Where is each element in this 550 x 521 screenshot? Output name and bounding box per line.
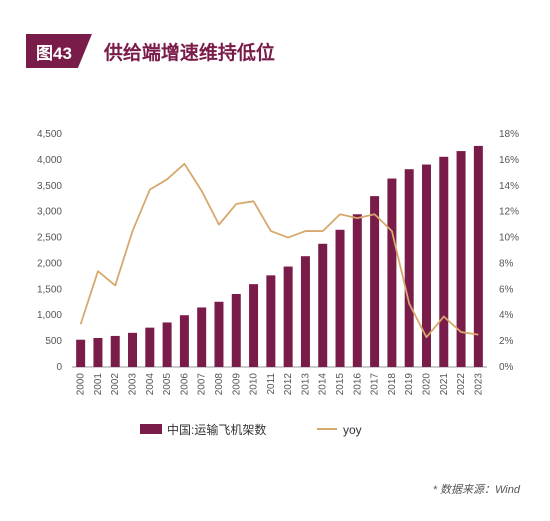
x-tick-label: 2003: [128, 373, 139, 396]
x-tick-label: 2020: [421, 373, 432, 396]
bar-2005: [162, 322, 172, 367]
x-tick-label: 2011: [266, 373, 277, 395]
x-tick-label: 2014: [318, 373, 329, 396]
bar-2019: [404, 169, 414, 367]
x-tick-label: 2008: [214, 373, 225, 396]
y-right-tick-label: 18%: [499, 129, 519, 140]
x-tick-label: 2021: [439, 373, 450, 396]
y-left-tick-label: 4,000: [37, 155, 62, 166]
y-left-tick-label: 2,000: [37, 258, 62, 269]
x-tick-label: 2018: [387, 373, 398, 396]
x-tick-label: 2016: [352, 373, 363, 396]
yoy-line: [79, 162, 479, 339]
x-tick-label: 2022: [456, 373, 467, 396]
x-tick-label: 2010: [249, 373, 260, 396]
y-left-tick-label: 3,500: [37, 181, 62, 192]
bar-2001: [93, 338, 103, 367]
x-tick-label: 2001: [93, 373, 104, 396]
figure-header: 图43 供给端增速维持低位: [26, 34, 275, 68]
y-right-tick-label: 4%: [499, 310, 514, 321]
bar-2014: [318, 243, 328, 367]
bar-2007: [197, 307, 207, 367]
bar-2017: [370, 196, 380, 367]
x-tick-label: 2000: [76, 373, 87, 396]
y-right-tick-label: 14%: [499, 181, 519, 192]
x-tick-label: 2004: [145, 373, 156, 396]
bar-2022: [456, 151, 466, 367]
data-source-note: * 数据来源：Wind: [432, 484, 520, 496]
bar-2002: [110, 335, 120, 367]
y-left-tick-label: 0: [56, 362, 62, 373]
legend-bar-label: 中国:运输飞机架数: [167, 422, 266, 437]
x-tick-label: 2015: [335, 373, 346, 396]
x-tick-label: 2007: [197, 373, 208, 396]
bar-2015: [335, 229, 345, 367]
x-tick-label: 2013: [300, 373, 311, 396]
bar-2008: [214, 301, 224, 367]
y-right-tick-label: 16%: [499, 155, 519, 166]
y-left-tick-label: 1,000: [37, 310, 62, 321]
bar-2020: [421, 164, 431, 367]
bar-2003: [128, 332, 138, 367]
bar-2013: [300, 256, 310, 367]
legend-bar-swatch: [140, 424, 162, 434]
y-right-tick-label: 6%: [499, 284, 514, 295]
y-right-tick-label: 10%: [499, 233, 519, 244]
x-tick-label: 2023: [473, 373, 484, 396]
bar-2009: [231, 293, 241, 367]
figure-number-badge: 图43: [26, 34, 92, 68]
x-tick-label: 2002: [110, 373, 121, 396]
bar-2010: [249, 284, 259, 367]
y-left-tick-label: 4,500: [37, 129, 62, 140]
y-left-tick-label: 500: [45, 336, 62, 347]
y-left-tick-label: 2,500: [37, 233, 62, 244]
y-right-tick-label: 0%: [499, 362, 514, 373]
y-right-tick-label: 12%: [499, 207, 519, 218]
x-tick-label: 2006: [179, 373, 190, 396]
y-left-tick-label: 1,500: [37, 284, 62, 295]
y-left-tick-label: 3,000: [37, 207, 62, 218]
bar-2006: [179, 315, 189, 367]
bar-2021: [439, 156, 449, 367]
x-tick-label: 2009: [231, 373, 242, 396]
bar-2018: [387, 178, 397, 367]
bar-2016: [352, 214, 362, 367]
bar-2004: [145, 327, 155, 367]
x-tick-label: 2005: [162, 373, 173, 396]
x-tick-label: 2017: [370, 373, 381, 396]
x-tick-label: 2019: [404, 373, 415, 396]
bar-2012: [283, 266, 293, 367]
bar-2023: [473, 145, 483, 367]
bar-2000: [76, 339, 86, 367]
y-right-tick-label: 2%: [499, 336, 514, 347]
bar-2011: [266, 275, 276, 367]
y-right-tick-label: 8%: [499, 258, 514, 269]
chart-title: 供给端增速维持低位: [103, 42, 275, 64]
x-tick-label: 2012: [283, 373, 294, 396]
legend-line-label: yoy: [343, 423, 362, 437]
